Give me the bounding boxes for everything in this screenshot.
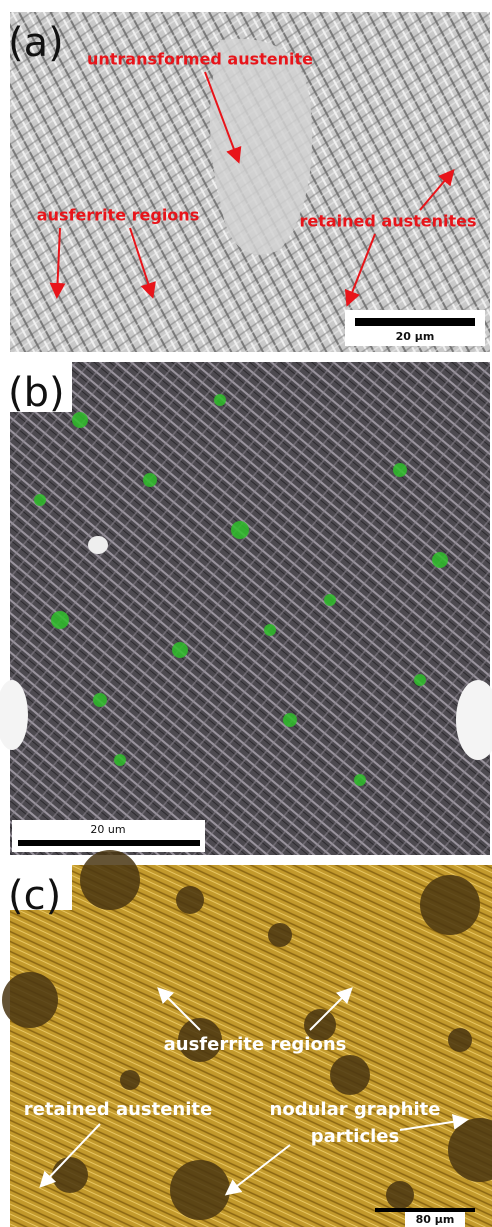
scale-bar-label: 80 µm [416, 1213, 455, 1226]
annotation-line: nodular graphite [270, 1099, 441, 1120]
scale-bar-label: 20 µm [396, 330, 435, 343]
figure: (a) untransformed austenite ausferrite r… [0, 0, 492, 1227]
scale-bar-label: 20 um [90, 823, 125, 836]
annotation: ausferrite regions [37, 206, 199, 225]
annotation: ausferrite regions [164, 1034, 347, 1055]
panel-c: (c) ausferrite regions retained austenit… [2, 850, 492, 1227]
panel-b: (b) 20 um [0, 362, 492, 855]
panel-label: (b) [8, 370, 65, 416]
panel-a: (a) untransformed austenite ausferrite r… [8, 12, 490, 352]
annotation: retained austenite [24, 1099, 212, 1120]
panel-label: (a) [8, 20, 64, 66]
panel-label: (c) [8, 873, 61, 919]
annotation-line: particles [311, 1126, 399, 1147]
annotation: untransformed austenite [87, 50, 313, 69]
annotation: retained austenites [299, 212, 476, 231]
